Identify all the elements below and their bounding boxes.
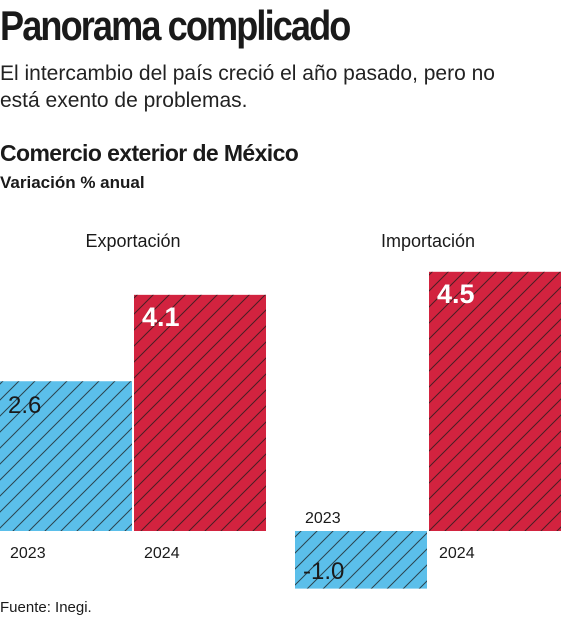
group-title-importacion: Importación	[381, 231, 475, 251]
bar-hatch-exportacion-2023	[0, 381, 132, 531]
year-label-importacion-2024: 2024	[439, 545, 475, 562]
chart-subtitle: Variación % anual	[0, 173, 145, 192]
value-label-importacion-2024: 4.5	[437, 279, 475, 309]
bar-hatch-exportacion-2024	[134, 294, 266, 531]
year-label-importacion-2023: 2023	[305, 510, 341, 527]
group-title-exportacion: Exportación	[85, 231, 180, 251]
bar-hatch-importacion-2024	[429, 271, 561, 531]
chart-title: Comercio exterior de México	[0, 140, 299, 166]
year-label-exportacion-2024: 2024	[144, 545, 180, 562]
value-label-exportacion-2023: 2.6	[8, 392, 41, 419]
headline: Panorama complicado	[0, 2, 351, 49]
headline-subtitle: El intercambio del país creció el año pa…	[0, 62, 495, 112]
year-label-exportacion-2023: 2023	[10, 545, 46, 562]
source-note: Fuente: Inegi.	[0, 599, 92, 616]
value-label-exportacion-2024: 4.1	[142, 302, 180, 332]
value-label-importacion-2023: -1.0	[303, 558, 344, 585]
bar-hatch-importacion-2023	[295, 531, 427, 589]
